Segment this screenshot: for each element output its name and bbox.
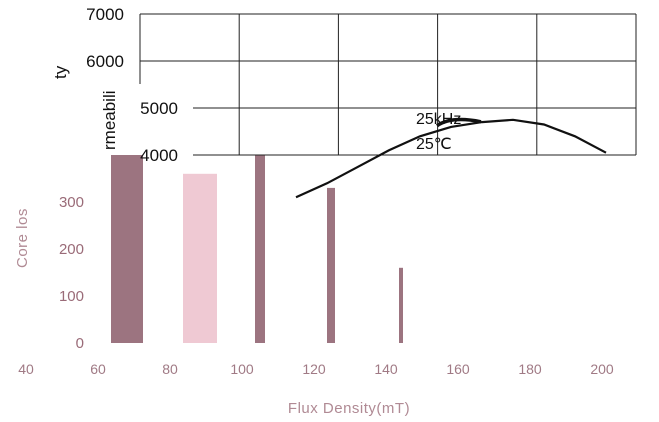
flux-density-x-tick-label: 200 — [590, 361, 614, 377]
flux-density-x-tick-label: 100 — [230, 361, 254, 377]
permeability-y-label-part-1: ty — [51, 65, 70, 79]
permeability-y-ticks: 4000 5000 6000 7000 — [86, 5, 178, 165]
core-loss-y-tick-label: 100 — [59, 288, 84, 305]
core-loss-bar — [327, 187, 335, 343]
core-loss-y-ticks: 0 100 200 300 — [59, 194, 84, 352]
permeability-y-tick-label: 6000 — [86, 52, 124, 71]
temperature-annotation: 25℃ — [416, 136, 452, 153]
core-loss-bar — [111, 155, 143, 343]
core-loss-y-tick-label: 200 — [59, 241, 84, 258]
flux-density-x-tick-label: 60 — [90, 361, 106, 377]
core-loss-y-tick-label: 0 — [76, 335, 84, 352]
permeability-peak-marker — [435, 117, 482, 128]
flux-density-x-label: Flux Density(mT) — [288, 400, 410, 417]
core-loss-bar — [183, 173, 217, 343]
permeability-y-tick-label: 5000 — [140, 99, 178, 118]
permeability-chart: 4000 5000 6000 7000 ty rmeabili 25kHz 25℃ — [51, 5, 637, 199]
core-loss-bar — [255, 155, 265, 343]
core-loss-chart: 0 100 200 300 40 60 80 100 120 140 160 180 200 Core… — [14, 155, 614, 417]
permeability-y-tick-label: 7000 — [86, 5, 124, 24]
flux-density-x-ticks: 40 60 80 100 120 140 160 180 200 — [18, 361, 614, 377]
flux-density-x-tick-label: 80 — [162, 361, 178, 377]
core-loss-bar — [399, 267, 403, 343]
flux-density-x-tick-label: 180 — [518, 361, 542, 377]
flux-density-x-tick-label: 120 — [302, 361, 326, 377]
core-loss-y-label: Core los — [14, 208, 31, 268]
permeability-series-line — [295, 118, 607, 199]
core-loss-y-tick-label: 300 — [59, 194, 84, 211]
permeability-y-tick-label: 4000 — [140, 146, 178, 165]
flux-density-x-tick-label: 160 — [446, 361, 470, 377]
frequency-annotation: 25kHz — [416, 111, 461, 128]
flux-density-x-tick-label: 40 — [18, 361, 34, 377]
core-loss-bars — [111, 155, 403, 343]
flux-density-x-tick-label: 140 — [374, 361, 398, 377]
permeability-y-label-part-2: rmeabili — [100, 90, 119, 150]
permeability-grid — [139, 13, 637, 156]
